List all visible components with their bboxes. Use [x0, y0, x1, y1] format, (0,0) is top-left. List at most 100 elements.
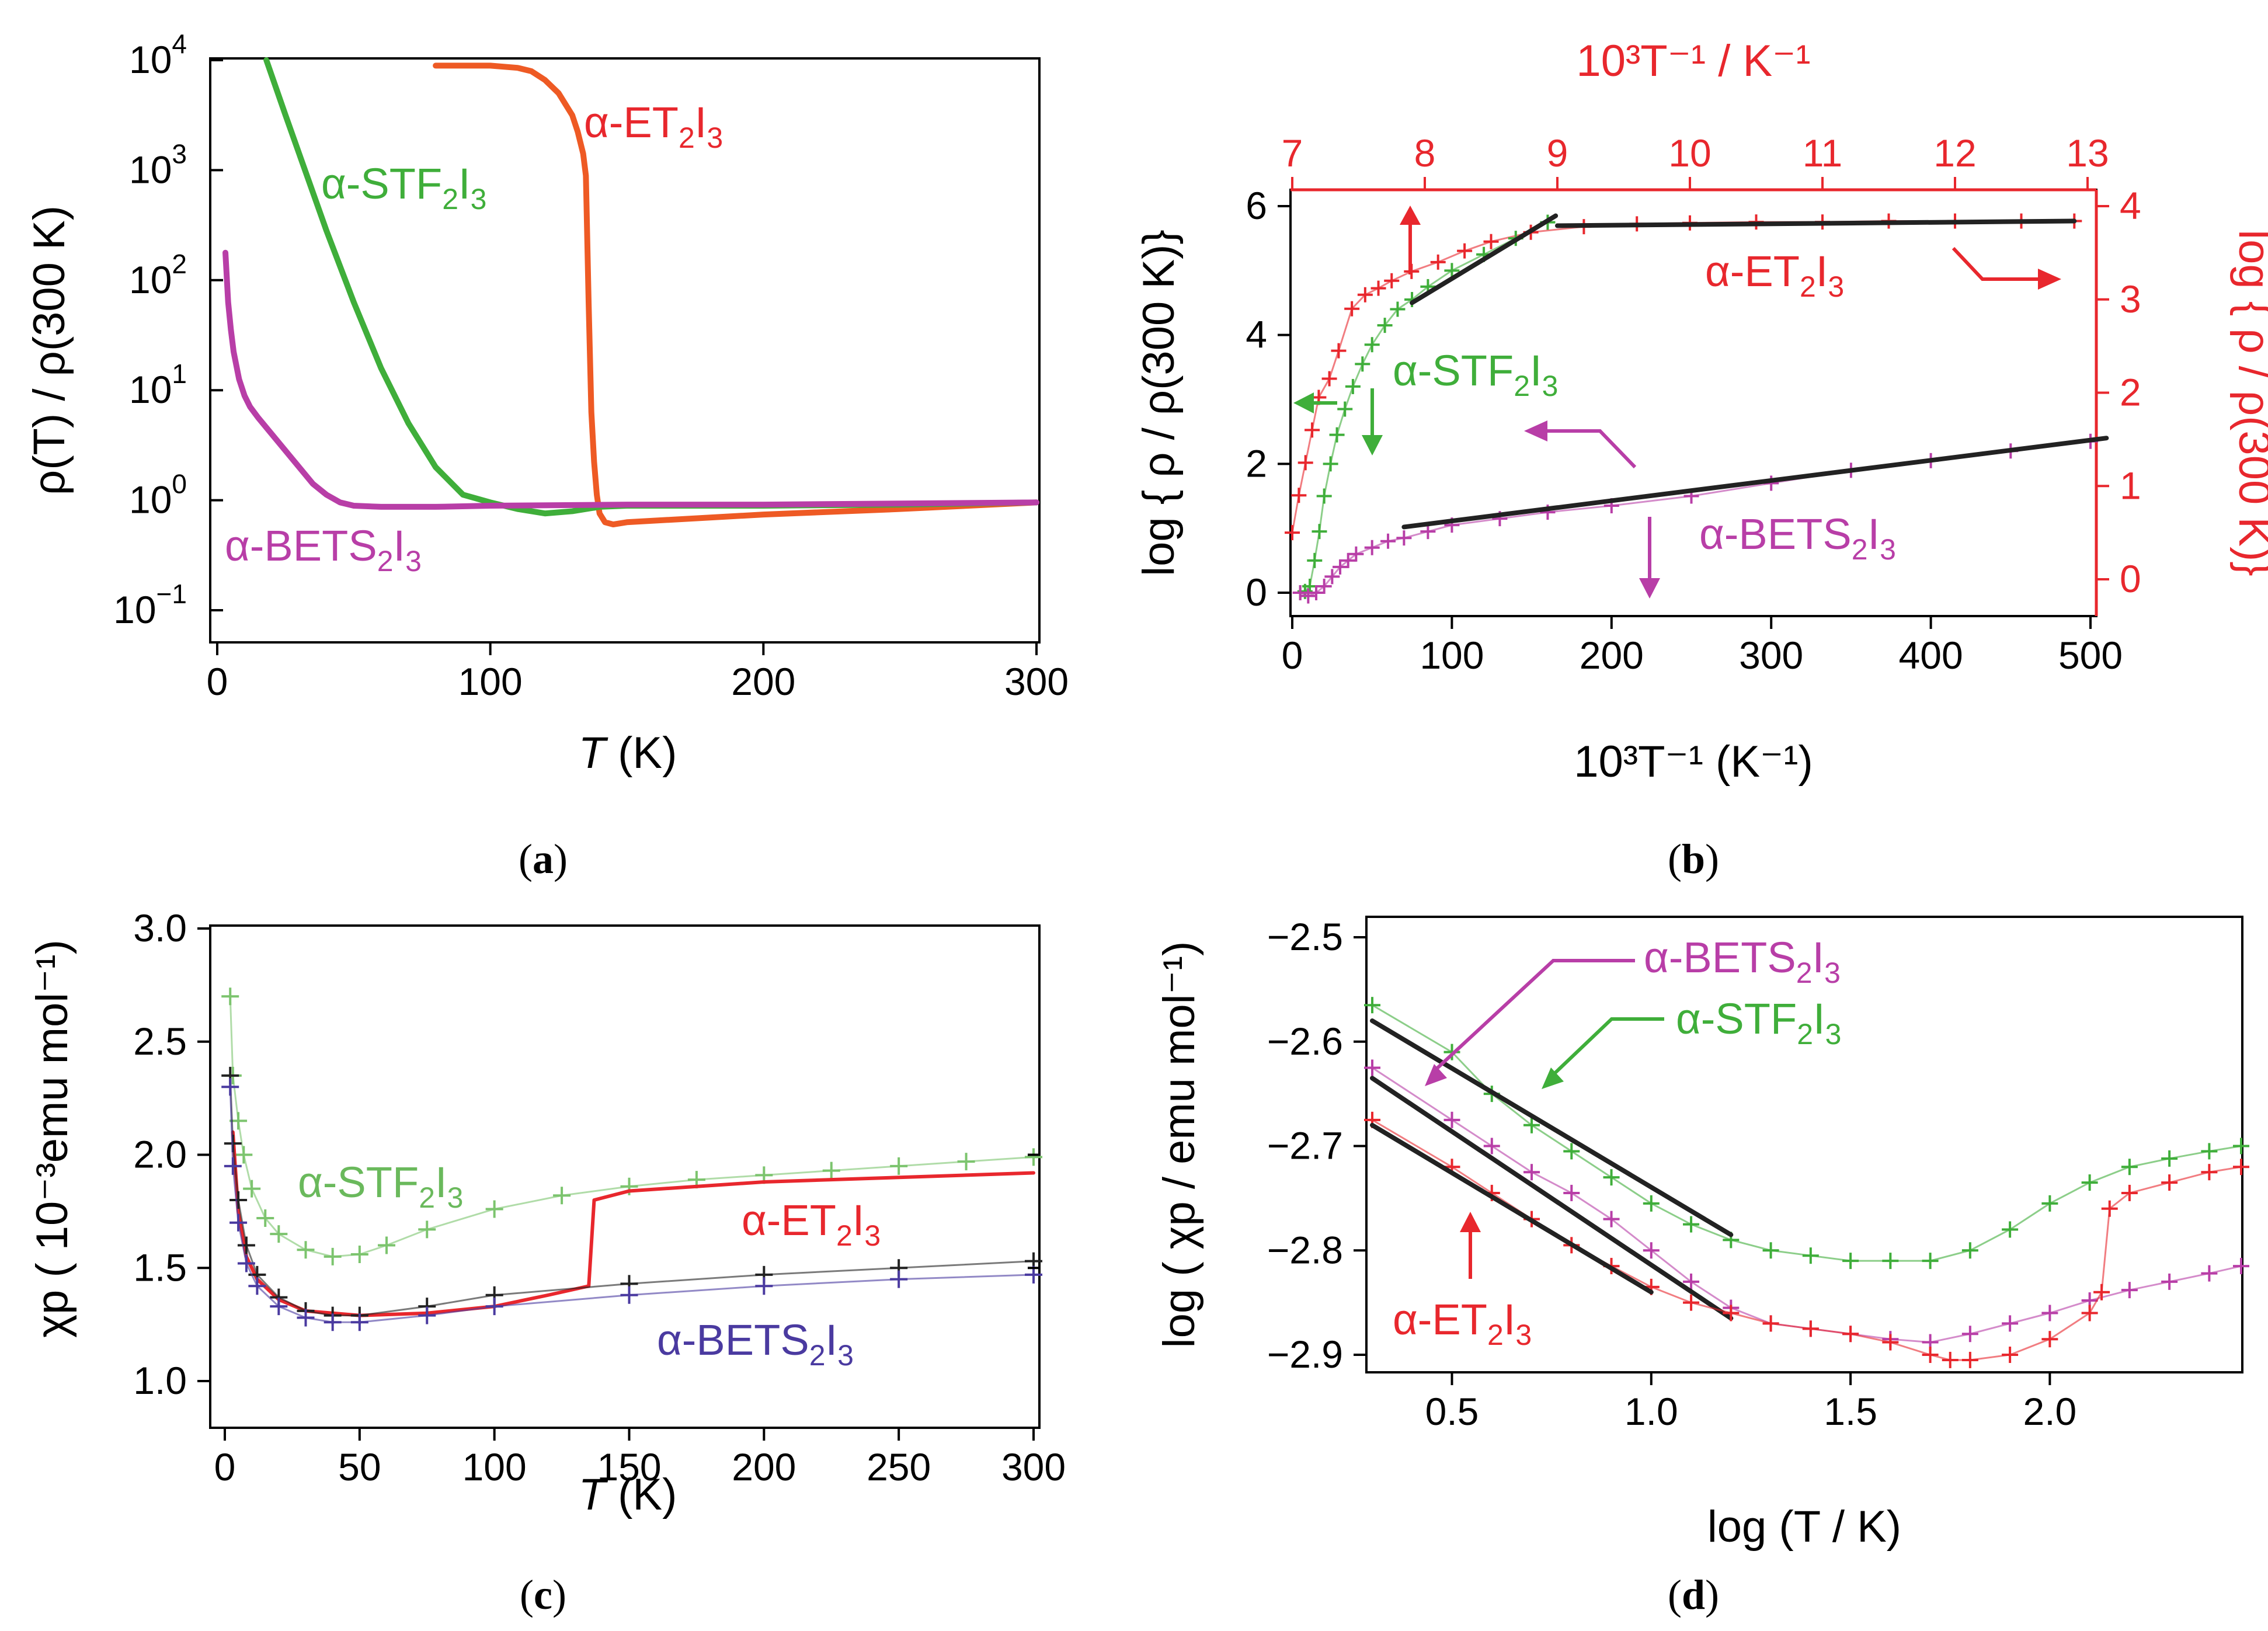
panel-d-series-2-point-1 [1443, 1111, 1460, 1128]
panel-d-x-label: log (T / K) [1707, 1502, 1901, 1552]
panel-c-series-0-point-18 [890, 1157, 908, 1175]
panel-b-series-2-point-5 [1316, 488, 1332, 504]
panel-d-series-4-point-19 [2093, 1284, 2110, 1300]
panel-c-label-stf: α-STF2I3 [298, 1158, 463, 1214]
panel-b-series-2-point-9 [1345, 378, 1361, 394]
panel-d-series-0-point-20 [2201, 1143, 2218, 1160]
panel-d-series-0-point-21 [2233, 1138, 2249, 1154]
panel-c-x-ticks: 0 50 100 150 200 250 300 [214, 1428, 1066, 1489]
panel-c-xtick-label-1: 50 [338, 1445, 381, 1489]
panel-c-caption: (c) [520, 1571, 566, 1618]
panel-c-series-3-point-7 [323, 1313, 342, 1331]
panel-d-series-0-point-0 [1364, 997, 1380, 1014]
panel-a-ytick-label-4: 100 [129, 469, 187, 521]
panel-b-series-0-point-13 [1457, 243, 1473, 259]
panel-b-series-5-line [1401, 436, 2109, 530]
panel-b-ytick-label-1: 2 [1246, 441, 1267, 485]
panel-b-series-4-point-7 [1348, 546, 1364, 562]
panel-b-series-0-point-8 [1357, 287, 1373, 302]
panel-b-series-4-point-3 [1316, 578, 1332, 594]
panel-d-series-0-point-4 [1563, 1143, 1580, 1160]
panel-c-series-0-point-5 [256, 1209, 274, 1227]
panel-a-ytick-label-5: 10−1 [113, 579, 187, 631]
panel-b-xtick-top-label-1: 8 [1414, 131, 1436, 175]
panel-b-series-2-point-13 [1390, 301, 1406, 317]
panel-c-series-0-point-0 [221, 987, 239, 1006]
panel-b-series-3-line [1410, 213, 1559, 305]
panel-b-ytick-label-2: 4 [1246, 313, 1267, 356]
panel-a-x-label: T (K) [579, 728, 677, 778]
panel-d-series-4-point-22 [2161, 1174, 2178, 1191]
panel-c-series-0-point-6 [270, 1225, 288, 1243]
panel-d-series-2-point-21 [2233, 1258, 2249, 1275]
panel-b-ytick-right-label-4: 4 [2120, 184, 2141, 227]
panel-c-series-0-point-19 [957, 1153, 975, 1171]
panel-c: 0 50 100 150 200 250 300 1.0 1.5 2.0 2.5 3.0 T (K)… [27, 906, 1066, 1618]
panel-a-ytick-label-0: 104 [129, 29, 187, 81]
panel-c-series-0-point-10 [378, 1236, 395, 1254]
panel-b-ytick-label-3: 6 [1246, 184, 1267, 227]
panel-b-arrow-bets-down [1639, 517, 1660, 599]
panel-c-series-0-point-12 [485, 1200, 503, 1218]
panel-c-series-3-point-11 [620, 1286, 638, 1304]
panel-b-series-0-point-5 [1321, 371, 1337, 387]
panel-b-label-et: α-ET2I3 [1705, 247, 1844, 303]
panel-d: 0.5 1.0 1.5 2.0 −2.5 −2.6 −2.7 −2.8 −2.9 log (T… [1154, 915, 2249, 1618]
panel-d-series-2-point-3 [1523, 1164, 1540, 1181]
panel-c-ytick-label-2: 2.0 [133, 1133, 187, 1176]
panel-b-series-2-point-4 [1312, 524, 1327, 540]
panel-b-y-label-left: log { ρ / ρ(300 K)} [1134, 229, 1184, 576]
panel-d-label-bets: α-BETS2I3 [1644, 933, 1841, 989]
panel-b-series-0-point-1 [1291, 488, 1307, 503]
panel-d-series-2-point-16 [2041, 1305, 2058, 1322]
panel-a-label-bets: α-BETS2I3 [225, 521, 422, 578]
panel-a-caption: (a) [519, 836, 568, 882]
panel-b-series-4-point-8 [1364, 540, 1380, 555]
panel-d-series-4-point-17 [2041, 1331, 2058, 1348]
panel-a-y-ticks: 104 103 102 101 100 10−1 [113, 29, 223, 631]
panel-d-ytick-label-4: −2.9 [1267, 1333, 1343, 1376]
panel-d-series-0-point-15 [2002, 1221, 2019, 1238]
panel-d-series-4-point-12 [1882, 1334, 1899, 1351]
panel-d-x-ticks: 0.5 1.0 1.5 2.0 [1425, 1372, 2076, 1433]
panel-d-series-4-point-16 [2002, 1347, 2019, 1363]
panel-d-series-4-point-7 [1683, 1294, 1700, 1311]
panel-b-xtick-label-4: 400 [1899, 634, 1963, 677]
panel-b-xtick-top-label-0: 7 [1282, 131, 1303, 175]
panel-c-series-0-point-17 [822, 1161, 840, 1180]
panel-c-series-0-point-3 [235, 1146, 253, 1164]
panel-b-arrow-et-up [1400, 206, 1421, 274]
panel-b-arrow-stf-left [1293, 392, 1337, 413]
panel-b-series-2-trace [1300, 221, 1549, 594]
panel-b-series-2-point-8 [1337, 401, 1353, 417]
panel-b-series-0-point-2 [1298, 455, 1313, 471]
panel-b-y-label-right: log { ρ / ρ(300 K)} [2229, 229, 2268, 576]
panel-b-series-4-point-5 [1333, 559, 1348, 575]
panel-b-series-2-point-7 [1329, 427, 1345, 443]
panel-d-label-stf: α-STF2I3 [1676, 994, 1841, 1051]
panel-d-xtick-label-2: 1.5 [1824, 1390, 1877, 1433]
panel-c-series-1-line [231, 1130, 1035, 1317]
panel-c-y-label: χp ( 10⁻³emu mol⁻¹) [27, 940, 77, 1338]
panel-b-arrow-stf-down [1362, 388, 1383, 455]
panel-d-series-4-point-14 [1942, 1351, 1959, 1368]
panel-d-series-0-trace [1372, 1004, 2242, 1262]
panel-d-series-0-point-19 [2161, 1150, 2178, 1167]
panel-b-label-stf: α-STF2I3 [1393, 346, 1558, 402]
panel-c-series-3-point-4 [248, 1277, 266, 1295]
panel-d-series-0-point-16 [2041, 1195, 2058, 1212]
panel-d-series-0-point-6 [1643, 1195, 1660, 1212]
panel-b-xtick-label-0: 0 [1282, 634, 1303, 677]
panel-a-frame [209, 57, 1041, 644]
panel-c-label-bets: α-BETS2I3 [657, 1316, 854, 1372]
panel-c-series-0-trace [229, 996, 1034, 1258]
panel-a-xtick-label-1: 100 [458, 660, 523, 703]
panel-b-xtick-label-5: 500 [2058, 634, 2123, 677]
panel-a-xtick-label-3: 300 [1004, 660, 1069, 703]
panel-c-x-label: T (K) [579, 1470, 677, 1519]
panel-c-series-3-point-12 [755, 1277, 773, 1295]
panel-c-series-3-point-13 [890, 1270, 908, 1288]
panel-b-ytick-right-label-3: 3 [2120, 277, 2141, 321]
panel-c-xtick-label-2: 100 [462, 1445, 527, 1489]
